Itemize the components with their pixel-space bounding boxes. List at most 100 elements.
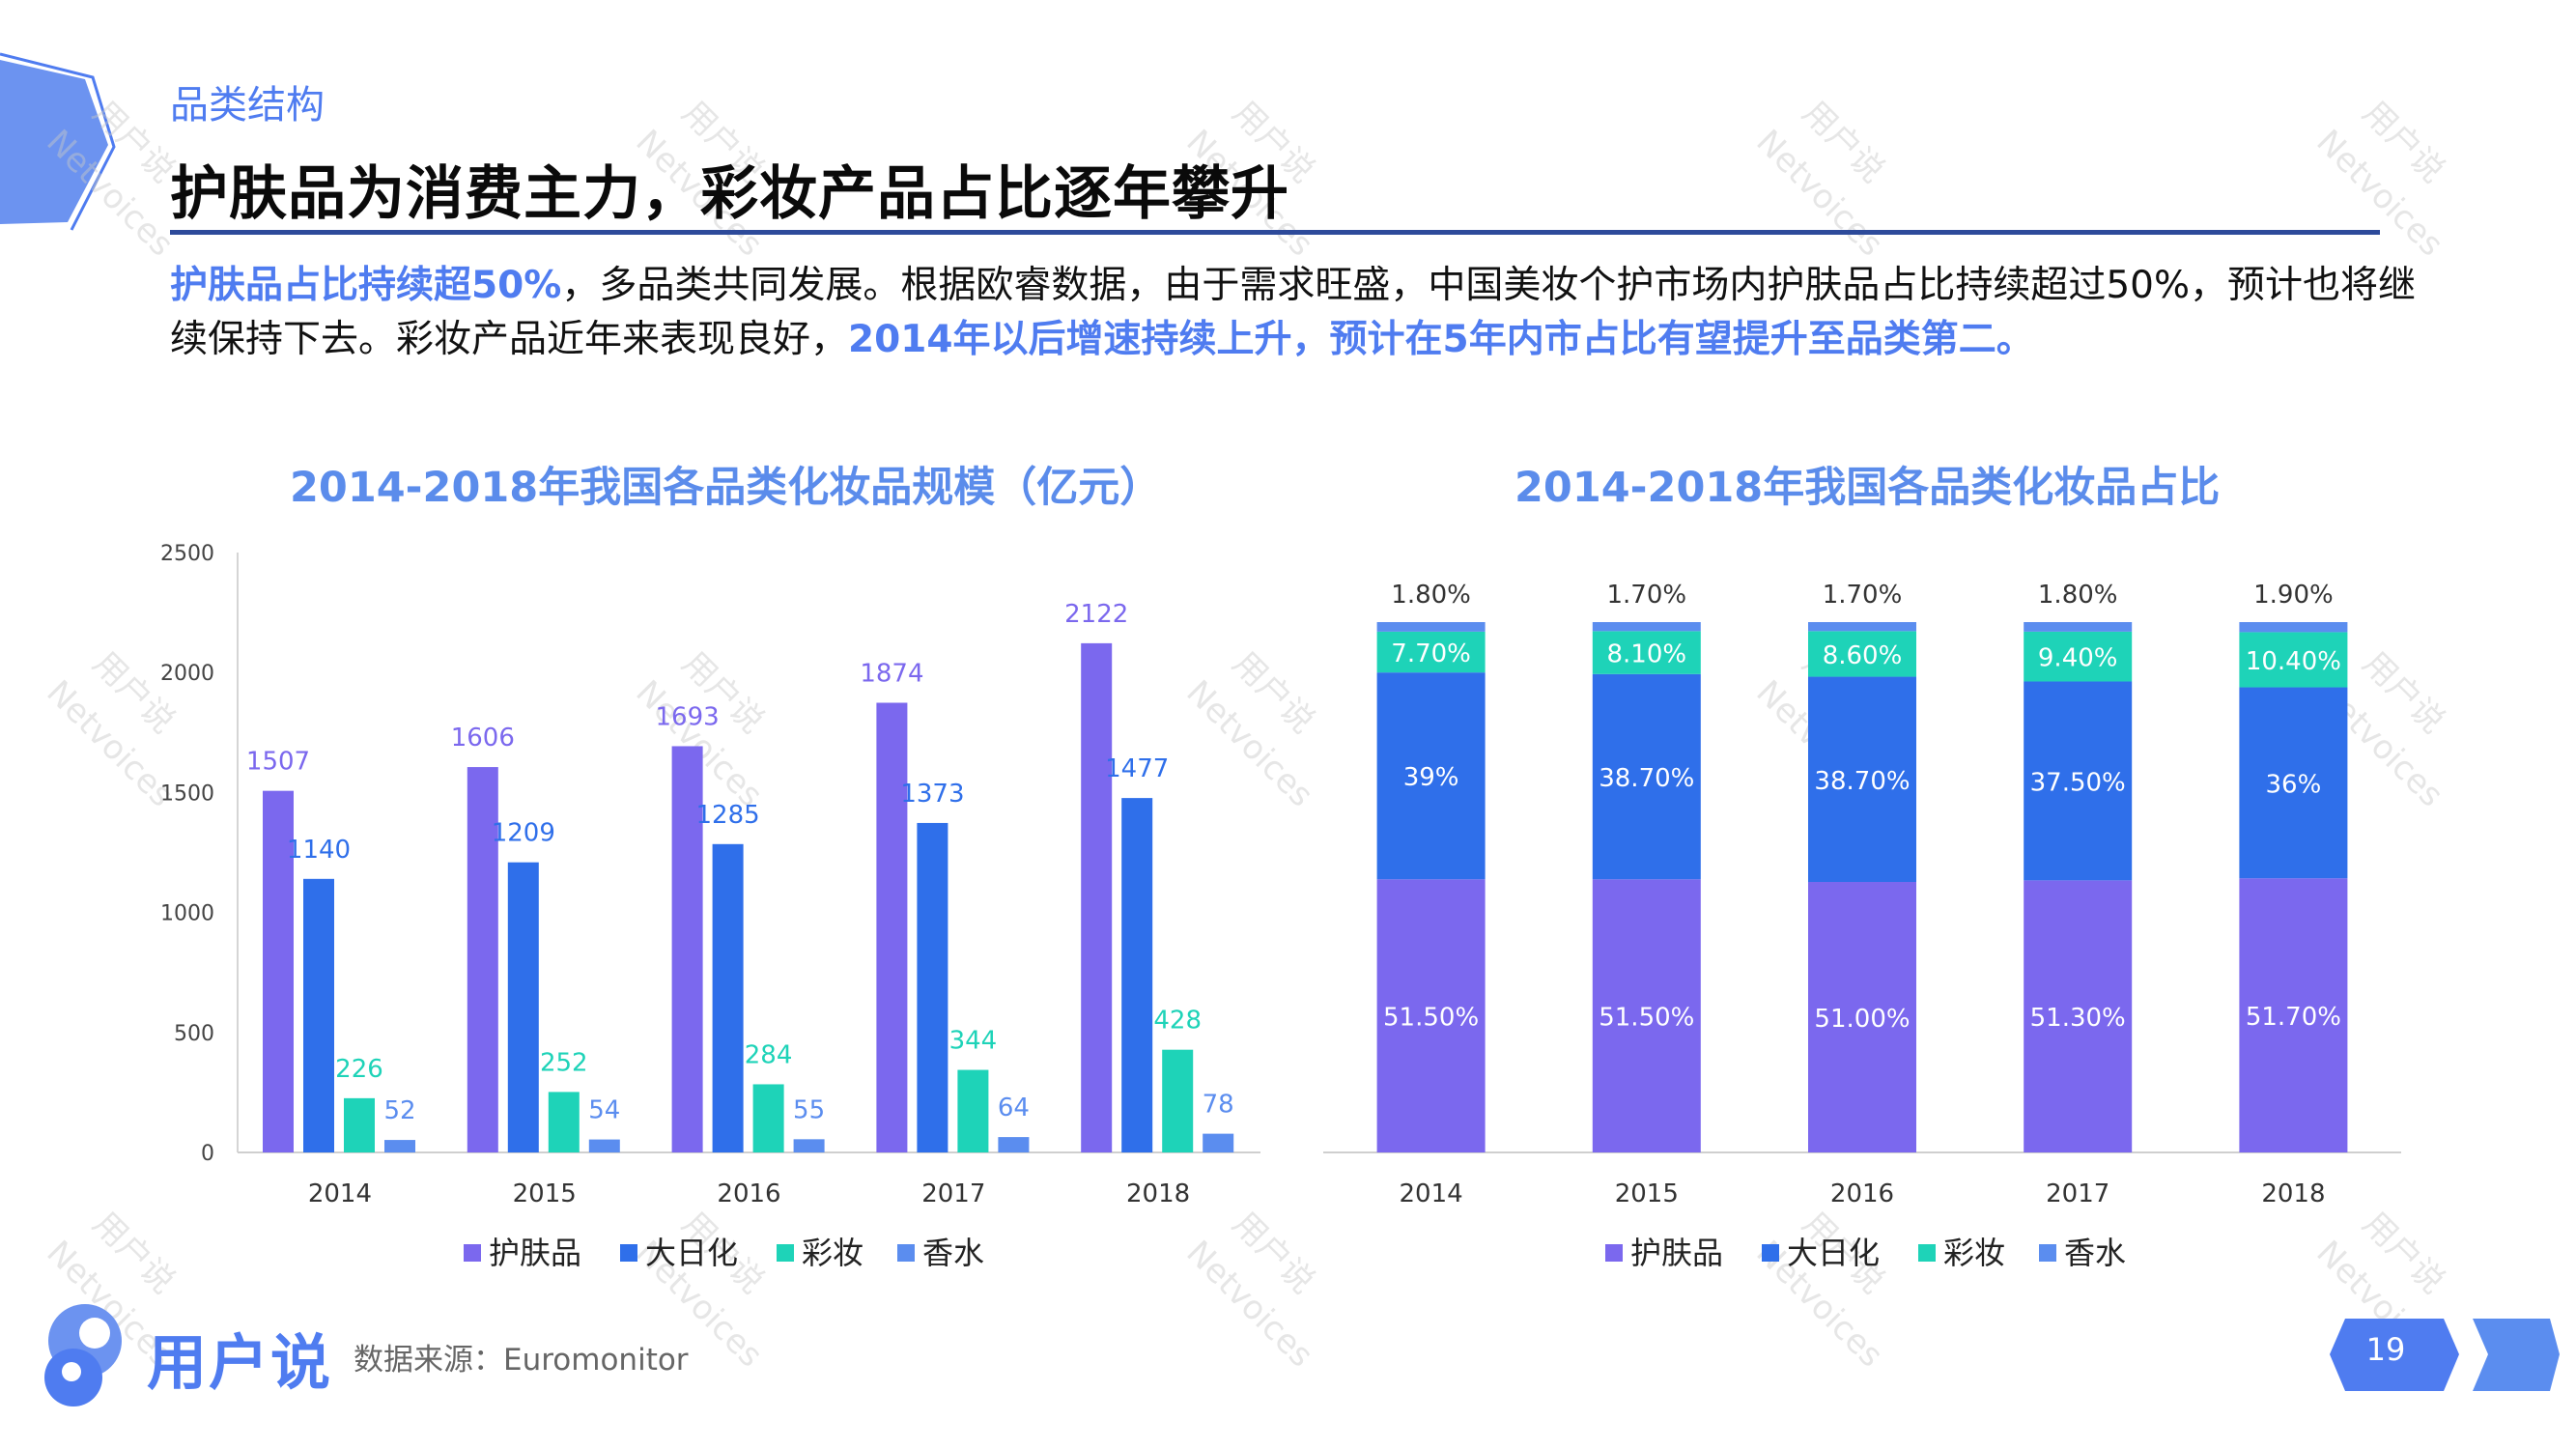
data-label: 2122 (1064, 600, 1128, 629)
data-label: 1.80% (2038, 581, 2118, 610)
bar-大日化-2016 (712, 843, 744, 1152)
brand-logo-icon (44, 1304, 122, 1406)
bar-彩妆-2018 (1162, 1049, 1194, 1152)
x-tick-label: 2016 (717, 1179, 780, 1208)
data-label: 344 (949, 1027, 998, 1056)
data-label: 51.30% (2030, 1004, 2126, 1033)
y-tick-label: 1000 (160, 902, 214, 926)
bar-大日化-2017 (917, 822, 948, 1152)
legend-swatch-香水 (2039, 1244, 2056, 1262)
x-tick-label: 2015 (513, 1179, 577, 1208)
brand-name: 用户说 (147, 1327, 333, 1398)
y-tick-label: 2000 (160, 662, 214, 686)
stack-大日化-2014 (1376, 672, 1486, 880)
data-label: 51.50% (1599, 1004, 1694, 1033)
data-label: 1874 (860, 659, 923, 688)
data-label: 36% (2266, 770, 2322, 799)
stack-香水-2015 (1592, 622, 1701, 632)
legend-label: 护肤品 (489, 1235, 581, 1271)
data-label: 51.70% (2246, 1003, 2341, 1032)
x-tick-label: 2015 (1615, 1179, 1679, 1208)
data-label: 1373 (900, 780, 964, 809)
legend-label: 护肤品 (1630, 1235, 1723, 1271)
data-label: 37.50% (2030, 768, 2126, 797)
stack-彩妆-2014 (1376, 631, 1486, 673)
x-tick-label: 2017 (2046, 1179, 2109, 1208)
stack-护肤品-2014 (1376, 879, 1486, 1152)
page-title: 护肤品为消费主力，彩妆产品占比逐年攀升 (170, 160, 1289, 228)
data-label: 1606 (451, 724, 515, 753)
bar-大日化-2018 (1121, 798, 1153, 1152)
stack-大日化-2018 (2239, 687, 2348, 879)
data-label: 10.40% (2246, 647, 2341, 676)
stack-大日化-2017 (2024, 681, 2133, 881)
legend-swatch-护肤品 (1605, 1244, 1623, 1262)
section-label: 品类结构 (170, 83, 325, 128)
intro-text: ，多品类共同发展。根据欧睿数据，由于需求旺盛，中国美妆个护市场内护肤品占比持续超… (170, 264, 2417, 361)
data-label: 51.50% (1383, 1004, 1479, 1033)
data-label: 78 (1203, 1091, 1234, 1120)
x-tick-label: 2017 (921, 1179, 985, 1208)
page-badge (2330, 1319, 2560, 1391)
stack-彩妆-2018 (2239, 632, 2348, 688)
bar-彩妆-2017 (957, 1069, 989, 1152)
y-tick-label: 2500 (160, 542, 214, 566)
data-label: 1285 (696, 801, 760, 830)
data-label: 252 (540, 1048, 588, 1077)
legend-swatch-香水 (897, 1244, 915, 1262)
legend-swatch-大日化 (1762, 1244, 1779, 1262)
bar-彩妆-2016 (752, 1084, 784, 1152)
data-label: 1.70% (1606, 581, 1686, 610)
data-label: 1209 (492, 819, 555, 848)
chart1-title: 2014-2018年我国各品类化妆品规模（亿元） (290, 464, 1162, 512)
stack-护肤品-2016 (1808, 882, 1916, 1152)
data-label: 1.70% (1823, 581, 1903, 610)
bar-护肤品-2015 (467, 767, 498, 1152)
data-label: 39% (1403, 763, 1459, 792)
legend-swatch-大日化 (620, 1244, 637, 1262)
bar-护肤品-2014 (263, 790, 294, 1152)
legend-label: 大日化 (645, 1235, 738, 1271)
y-tick-label: 0 (201, 1142, 214, 1166)
data-label: 8.10% (1606, 640, 1686, 669)
data-label: 226 (335, 1055, 383, 1084)
stack-香水-2014 (1376, 622, 1486, 632)
title-divider (170, 230, 2380, 235)
data-label: 51.00% (1814, 1005, 1910, 1034)
bar-大日化-2014 (303, 878, 334, 1152)
x-tick-label: 2014 (1400, 1179, 1463, 1208)
y-tick-label: 1500 (160, 781, 214, 806)
bar-彩妆-2014 (344, 1097, 375, 1152)
data-label: 52 (383, 1096, 415, 1125)
data-label: 38.70% (1814, 767, 1910, 796)
stack-香水-2018 (2239, 622, 2348, 633)
bar-彩妆-2015 (548, 1092, 580, 1152)
page-number: 19 (2365, 1331, 2406, 1368)
data-label: 55 (793, 1095, 825, 1124)
x-tick-label: 2014 (308, 1179, 372, 1208)
legend-label: 香水 (922, 1235, 984, 1271)
legend-label: 香水 (2064, 1235, 2126, 1271)
data-source: 数据来源：Euromonitor (354, 1343, 689, 1378)
x-tick-label: 2016 (1830, 1179, 1894, 1208)
x-tick-label: 2018 (1126, 1179, 1190, 1208)
stack-大日化-2015 (1592, 673, 1701, 880)
stack-护肤品-2017 (2024, 880, 2133, 1152)
stack-香水-2016 (1808, 622, 1916, 632)
x-tick-label: 2018 (2261, 1179, 2325, 1208)
data-label: 64 (998, 1094, 1030, 1122)
data-label: 54 (588, 1096, 620, 1125)
stack-彩妆-2017 (2024, 631, 2133, 682)
intro-highlight-1: 护肤品占比持续超50% (170, 264, 562, 307)
data-label: 1693 (656, 702, 720, 731)
data-label: 428 (1153, 1007, 1202, 1036)
intro-highlight-2: 2014年以后增速持续上升，预计在5年内市占比有望提升至品类第二。 (848, 318, 2034, 361)
data-label: 38.70% (1599, 764, 1694, 793)
bar-香水-2016 (793, 1139, 825, 1152)
stack-香水-2017 (2024, 622, 2133, 632)
bar-护肤品-2016 (671, 746, 703, 1152)
bar-大日化-2015 (507, 862, 539, 1152)
stack-护肤品-2015 (1592, 879, 1701, 1152)
intro-paragraph: 护肤品占比持续超50%，多品类共同发展。根据欧睿数据，由于需求旺盛，中国美妆个护… (170, 259, 2430, 367)
